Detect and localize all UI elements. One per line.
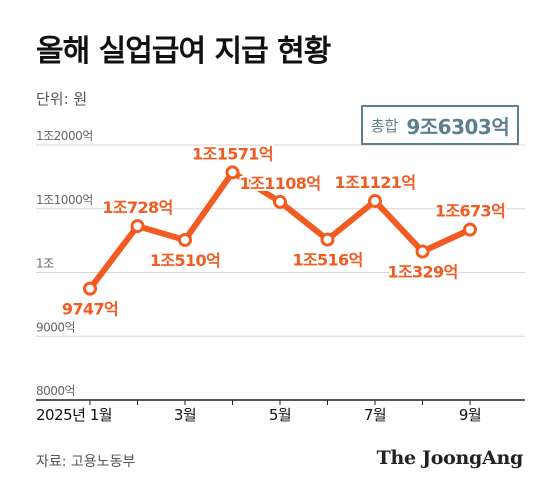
y-tick-label: 1조1000억 xyxy=(36,193,93,207)
data-label: 1조673억 xyxy=(435,202,505,221)
y-tick-label: 8000억 xyxy=(36,384,75,398)
axis-layer: 8000억 9000억 1조 1조1000억 1조2000억 2025년 1월 3월 5월 7월… xyxy=(36,129,525,424)
data-label: 1조1571억 xyxy=(192,144,273,163)
data-label: 1조1121억 xyxy=(335,173,416,192)
data-point xyxy=(415,244,430,259)
x-tick-label: 7월 xyxy=(364,406,386,424)
data-point xyxy=(225,165,240,180)
publisher-logo: The JoongAng xyxy=(376,447,524,469)
unit-label: 단위: 원 xyxy=(36,90,88,108)
total-value: 9조6303억 xyxy=(406,114,510,139)
data-label: 1조1108억 xyxy=(240,174,321,193)
data-point xyxy=(273,194,287,209)
total-label: 총합 xyxy=(370,116,399,135)
y-tick-label: 1조2000억 xyxy=(36,129,93,143)
y-tick-label: 9000억 xyxy=(36,320,75,334)
data-point xyxy=(368,194,382,209)
data-point xyxy=(463,222,477,237)
chart-title: 올해 실업급여 지급 현황 xyxy=(36,34,331,69)
grid-layer xyxy=(36,144,525,337)
x-tick-label: 5월 xyxy=(269,406,291,424)
point-layer xyxy=(83,165,477,296)
data-label: 1조510억 xyxy=(150,251,220,270)
data-label: 1조728억 xyxy=(102,198,172,217)
data-label: 1조516억 xyxy=(292,251,362,270)
total-box: 총합 9조6303억 xyxy=(361,105,519,145)
data-point xyxy=(320,232,335,247)
source-note: 자료: 고용노동부 xyxy=(36,454,136,470)
y-tick-label: 1조 xyxy=(36,257,54,271)
x-tick-label: 2025년 1월 xyxy=(36,406,112,424)
data-point xyxy=(83,281,97,296)
data-label: 9747억 xyxy=(62,300,118,319)
x-tick-label: 9월 xyxy=(459,406,481,424)
x-tick-label: 3월 xyxy=(174,406,196,424)
data-point xyxy=(130,219,145,234)
data-label: 1조329억 xyxy=(387,263,457,282)
data-point xyxy=(178,232,192,247)
label-layer: 9747억 1조728억 1조510억 1조1571억 1조1108억 1조516억 1조1… xyxy=(60,142,508,320)
